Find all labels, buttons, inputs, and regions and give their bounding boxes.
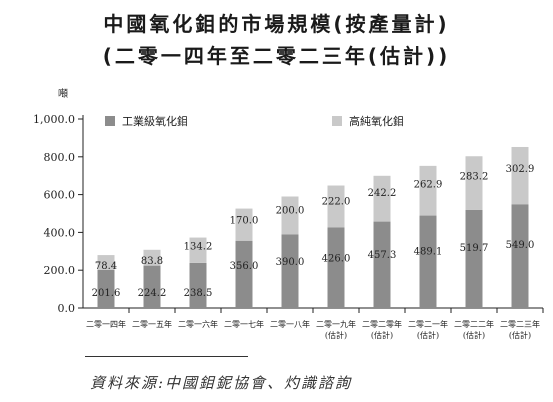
x-tick-label: 二零二二年 [454,319,494,329]
bar-segment-high-purity [327,185,345,228]
bar-segment-high-purity [235,208,253,241]
y-tick-label: 800.0 [44,151,76,164]
data-label: 549.0 [506,240,535,251]
y-tick-label: 400.0 [44,226,76,239]
data-label: 201.6 [92,288,121,299]
source-divider [85,356,248,357]
data-label: 283.2 [460,172,489,183]
bar-segment-industrial [419,215,437,308]
x-tick-label: 二零一七年 [224,319,264,329]
bar-segment-industrial [235,240,253,308]
legend-swatch [105,116,115,126]
data-label: 242.2 [368,188,397,199]
x-tick-label: 二零二三年 [500,319,540,329]
bar-segment-high-purity [465,156,483,210]
data-label: 519.7 [460,243,489,254]
legend-label: 高純氧化鉬 [349,114,404,128]
bar-chart: 噸 0.0 200.0 400.0 600.0 800.0 1,000.0 工業級氧化鉬 高純氧… [33,87,544,340]
bar-segment-high-purity [281,196,299,235]
y-unit-label: 噸 [58,87,68,100]
data-label: 262.9 [414,180,443,191]
bar-segment-high-purity [419,165,437,216]
data-label: 78.4 [95,261,117,272]
bar-segment-high-purity [143,249,161,266]
x-tick-label: (估計) [325,330,347,340]
x-tick-label: 二零一五年 [132,319,172,329]
data-label: 200.0 [276,206,305,217]
bar-segment-high-purity [511,146,529,205]
data-label: 356.0 [230,261,259,272]
x-tick-label: 二零一九年 [316,319,356,329]
x-tick-label: 二零二一年 [408,319,448,329]
bar-segment-industrial [281,234,299,308]
y-tick-label: 1,000.0 [33,113,75,126]
x-tick-label: 二零一八年 [270,319,310,329]
data-label: 222.0 [322,196,351,207]
data-label: 134.2 [184,242,213,253]
chart-title: 中國氧化鉬的市場規模(按產量計) [103,12,450,36]
legend-label: 工業級氧化鉬 [122,114,188,128]
data-label: 457.3 [368,250,397,261]
x-tick-label: (估計) [371,330,393,340]
bar-segment-industrial [143,265,161,308]
data-label: 224.2 [138,288,167,299]
bar-segment-high-purity [189,237,207,263]
data-label: 170.0 [230,215,259,226]
y-tick-label: 200.0 [44,264,76,277]
bar-segment-industrial [327,227,345,308]
chart-subtitle: (二零一四年至二零二三年(估計)) [102,44,451,68]
x-tick-label: (估計) [417,330,439,340]
data-label: 489.1 [414,246,443,257]
bar-segment-high-purity [97,255,115,270]
y-tick-label: 0.0 [58,302,76,315]
y-tick-label: 600.0 [44,189,76,202]
data-label: 302.9 [506,164,535,175]
x-tick-label: 二零二零年 [362,319,402,329]
data-label: 238.5 [184,288,213,299]
x-tick-label: 二零一四年 [86,319,126,329]
x-tick-label: (估計) [463,330,485,340]
data-label: 390.0 [276,257,305,268]
x-tick-label: (估計) [509,330,531,340]
source-note: 資料來源:中國鉬鈮協會、灼識諮詢 [90,374,353,392]
x-tick-label: 二零一六年 [178,319,218,329]
bar-segment-industrial [373,221,391,308]
legend-swatch [332,116,342,126]
bar-segment-high-purity [373,175,391,222]
data-label: 426.0 [322,253,351,264]
bar-segment-industrial [97,269,115,308]
bar-segment-industrial [465,209,483,308]
bar-segment-industrial [189,262,207,308]
bar-segment-industrial [511,204,529,308]
data-label: 83.8 [141,256,163,267]
